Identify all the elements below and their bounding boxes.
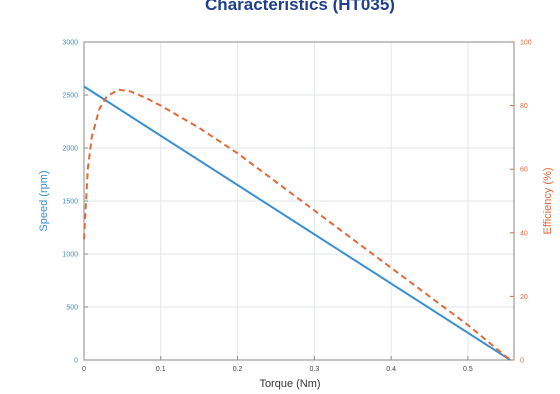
right-tick-label: 20 xyxy=(520,294,528,301)
chart-title: Characteristics (HT035) xyxy=(205,0,395,14)
left-tick-label: 2000 xyxy=(62,146,78,153)
x-tick-label: 0.2 xyxy=(233,366,243,373)
efficiency-line xyxy=(83,88,511,361)
left-tick-label: 3000 xyxy=(62,40,78,47)
right-tick-label: 0 xyxy=(520,358,524,365)
x-axis-ticks: 0 0.1 0.2 0.3 0.4 0.5 xyxy=(82,356,473,373)
right-axis-ticks: 0 20 40 60 80 100 xyxy=(510,40,532,365)
x-tick-label: 0.4 xyxy=(386,366,396,373)
left-tick-label: 0 xyxy=(74,358,78,365)
left-tick-label: 1500 xyxy=(62,199,78,206)
right-tick-label: 100 xyxy=(520,40,532,47)
speed-line xyxy=(83,85,511,361)
right-tick-label: 40 xyxy=(520,230,528,237)
grid xyxy=(84,42,514,360)
x-axis-label: Torque (Nm) xyxy=(259,378,320,390)
left-tick-label: 500 xyxy=(66,305,78,312)
x-tick-label: 0.1 xyxy=(156,366,166,373)
series-layer xyxy=(83,85,511,361)
left-axis-ticks: 0 500 1000 1500 2000 2500 3000 xyxy=(62,40,88,365)
left-tick-label: 1000 xyxy=(62,252,78,259)
right-axis-label: Efficiency (%) xyxy=(542,167,554,234)
x-tick-label: 0 xyxy=(82,366,86,373)
x-tick-label: 0.5 xyxy=(463,366,473,373)
x-tick-label: 0.3 xyxy=(309,366,319,373)
left-tick-label: 2500 xyxy=(62,93,78,100)
left-axis-label: Speed (rpm) xyxy=(38,170,50,231)
right-tick-label: 80 xyxy=(520,103,528,110)
right-tick-label: 60 xyxy=(520,167,528,174)
